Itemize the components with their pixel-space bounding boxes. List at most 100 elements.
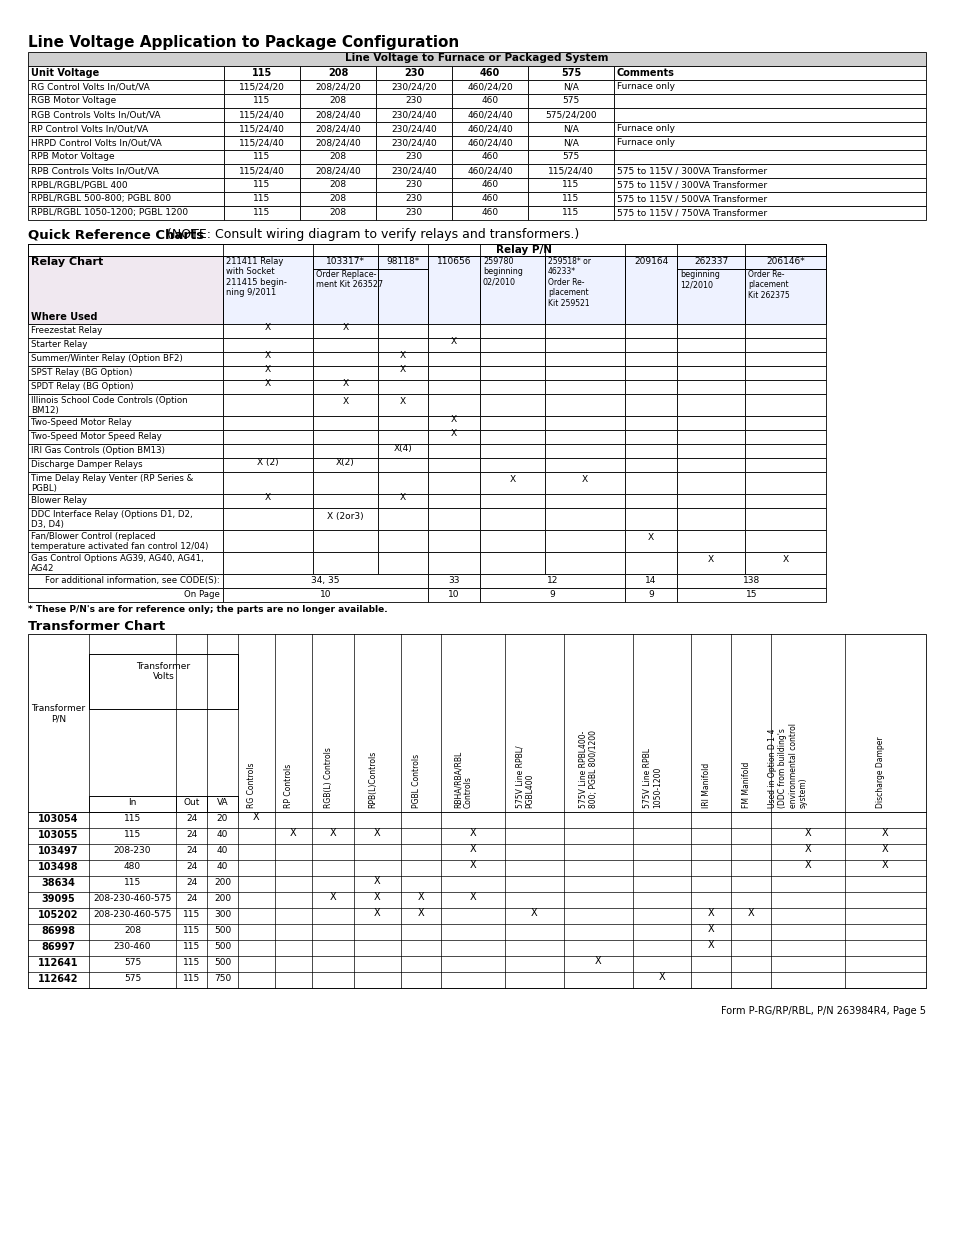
- Text: 112641: 112641: [38, 958, 79, 968]
- Text: 12: 12: [546, 576, 558, 585]
- Bar: [428, 352, 479, 366]
- Text: X: X: [330, 827, 336, 839]
- Bar: [28, 245, 825, 256]
- Text: Relay Chart: Relay Chart: [30, 257, 103, 267]
- Bar: [223, 324, 313, 338]
- Bar: [624, 588, 677, 601]
- Text: 230: 230: [405, 96, 422, 105]
- Bar: [223, 508, 313, 530]
- Bar: [224, 164, 299, 178]
- Bar: [28, 80, 224, 94]
- Bar: [28, 338, 223, 352]
- Bar: [428, 472, 479, 494]
- Text: 460/24/40: 460/24/40: [467, 138, 513, 147]
- Bar: [375, 191, 452, 206]
- Bar: [624, 494, 677, 508]
- Text: Discharge Damper Relays: Discharge Damper Relays: [30, 459, 143, 469]
- Bar: [224, 191, 299, 206]
- Bar: [377, 338, 428, 352]
- Text: 460/24/20: 460/24/20: [467, 82, 513, 91]
- Text: Where Used: Where Used: [30, 312, 97, 322]
- Text: 230/24/40: 230/24/40: [391, 124, 436, 133]
- Bar: [527, 94, 614, 107]
- Bar: [313, 324, 377, 338]
- Bar: [479, 324, 544, 338]
- Bar: [744, 394, 825, 416]
- Text: 115: 115: [253, 152, 271, 161]
- Text: X: X: [399, 398, 406, 406]
- Text: 40: 40: [216, 846, 228, 855]
- Text: 208/24/20: 208/24/20: [314, 82, 360, 91]
- Text: 575V Line RPBL
1050-1200: 575V Line RPBL 1050-1200: [642, 748, 661, 808]
- Bar: [479, 472, 544, 494]
- Bar: [175, 797, 207, 811]
- Text: X: X: [531, 908, 537, 918]
- Text: X: X: [707, 924, 714, 934]
- Text: 115/24/20: 115/24/20: [239, 82, 285, 91]
- Bar: [677, 574, 825, 588]
- Bar: [527, 149, 614, 164]
- Text: 575: 575: [560, 68, 580, 78]
- Text: 575: 575: [124, 974, 141, 983]
- Text: 33: 33: [448, 576, 459, 585]
- Text: 39095: 39095: [42, 894, 75, 904]
- Text: 115: 115: [561, 180, 579, 189]
- Text: On Page: On Page: [184, 590, 220, 599]
- Bar: [677, 324, 744, 338]
- Text: X: X: [265, 366, 271, 374]
- Bar: [452, 206, 527, 220]
- Bar: [313, 458, 377, 472]
- Bar: [677, 269, 744, 324]
- Text: 112642: 112642: [38, 974, 79, 984]
- Text: 500: 500: [213, 958, 231, 967]
- Text: 230-460: 230-460: [113, 942, 152, 951]
- Bar: [527, 206, 614, 220]
- Bar: [28, 494, 223, 508]
- Text: 300: 300: [213, 910, 231, 919]
- Bar: [224, 94, 299, 107]
- Bar: [28, 178, 224, 191]
- Bar: [377, 366, 428, 380]
- Bar: [624, 574, 677, 588]
- Bar: [28, 324, 223, 338]
- Text: 115: 115: [183, 958, 200, 967]
- Text: Starter Relay: Starter Relay: [30, 340, 88, 350]
- Text: X: X: [253, 811, 259, 823]
- Bar: [28, 472, 223, 494]
- Bar: [544, 458, 624, 472]
- Text: Gas Control Options AG39, AG40, AG41,
AG42: Gas Control Options AG39, AG40, AG41, AG…: [30, 555, 204, 573]
- Text: Illinois School Code Controls (Option
BM12): Illinois School Code Controls (Option BM…: [30, 396, 188, 415]
- Bar: [377, 269, 428, 324]
- Text: 86997: 86997: [42, 942, 75, 952]
- Bar: [677, 458, 744, 472]
- Text: 103055: 103055: [38, 830, 79, 840]
- Text: DDC Interface Relay (Options D1, D2,
D3, D4): DDC Interface Relay (Options D1, D2, D3,…: [30, 510, 193, 530]
- Bar: [544, 366, 624, 380]
- Bar: [299, 149, 375, 164]
- Bar: [479, 574, 624, 588]
- Bar: [313, 366, 377, 380]
- Bar: [677, 530, 744, 552]
- Bar: [28, 430, 223, 445]
- Bar: [614, 206, 925, 220]
- Text: RGB(L) Controls: RGB(L) Controls: [324, 747, 333, 808]
- Text: 20: 20: [216, 814, 228, 823]
- Text: 208-230-460-575: 208-230-460-575: [93, 910, 172, 919]
- Bar: [479, 552, 544, 574]
- Bar: [223, 445, 313, 458]
- Bar: [624, 445, 677, 458]
- Bar: [479, 430, 544, 445]
- Text: X: X: [342, 379, 348, 389]
- Text: X: X: [803, 827, 810, 839]
- Text: RG Controls: RG Controls: [247, 762, 256, 808]
- Bar: [223, 380, 313, 394]
- Bar: [744, 458, 825, 472]
- Bar: [744, 324, 825, 338]
- Text: 500: 500: [213, 942, 231, 951]
- Bar: [223, 588, 428, 601]
- Bar: [614, 149, 925, 164]
- Text: X: X: [882, 844, 888, 853]
- Text: RPBL/RGBL 1050-1200; PGBL 1200: RPBL/RGBL 1050-1200; PGBL 1200: [30, 207, 188, 217]
- Text: Furnace only: Furnace only: [617, 82, 675, 91]
- Bar: [677, 552, 744, 574]
